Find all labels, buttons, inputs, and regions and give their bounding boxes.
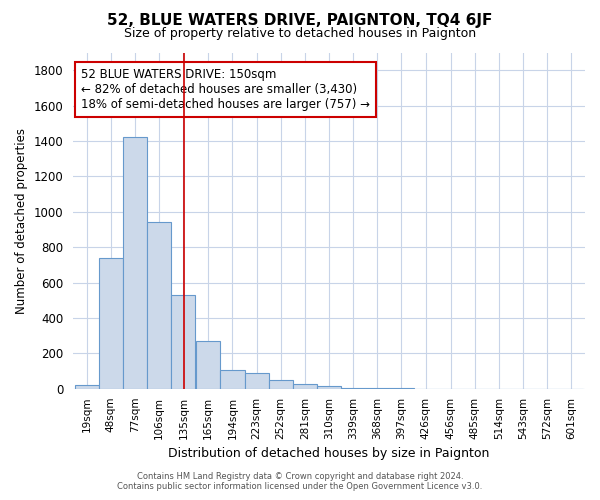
Bar (123, 138, 147, 389)
Bar (365, 388, 389, 389)
Bar (269, 380, 293, 389)
Text: 52 BLUE WATERS DRIVE: 150sqm
← 82% of detached houses are smaller (3,430)
18% of: 52 BLUE WATERS DRIVE: 150sqm ← 82% of de… (81, 68, 370, 110)
Bar (147, 222, 171, 389)
Bar (74, 386, 99, 389)
Text: 52, BLUE WATERS DRIVE, PAIGNTON, TQ4 6JF: 52, BLUE WATERS DRIVE, PAIGNTON, TQ4 6JF (107, 12, 493, 28)
Bar (389, 388, 413, 389)
Text: Size of property relative to detached houses in Paignton: Size of property relative to detached ho… (124, 28, 476, 40)
Y-axis label: Number of detached properties: Number of detached properties (15, 128, 28, 314)
Bar (220, 370, 245, 389)
Text: Contains HM Land Registry data © Crown copyright and database right 2024.
Contai: Contains HM Land Registry data © Crown c… (118, 472, 482, 491)
Bar (99, 258, 123, 389)
Bar (317, 386, 341, 389)
Bar (196, 341, 220, 389)
X-axis label: Distribution of detached houses by size in Paignton: Distribution of detached houses by size … (169, 447, 490, 460)
Bar (245, 373, 269, 389)
Bar (341, 388, 365, 389)
Bar (171, 295, 196, 389)
Bar (293, 384, 317, 389)
